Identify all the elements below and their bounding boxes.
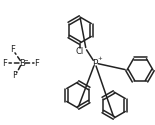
Text: +: + [97, 56, 102, 61]
Text: F: F [35, 58, 39, 68]
Text: F: F [11, 46, 16, 54]
Text: P: P [92, 58, 98, 68]
Text: F: F [3, 58, 7, 68]
Text: F: F [13, 72, 17, 80]
Text: −: − [23, 57, 28, 62]
Text: B: B [19, 58, 25, 68]
Text: Cl: Cl [76, 46, 84, 56]
